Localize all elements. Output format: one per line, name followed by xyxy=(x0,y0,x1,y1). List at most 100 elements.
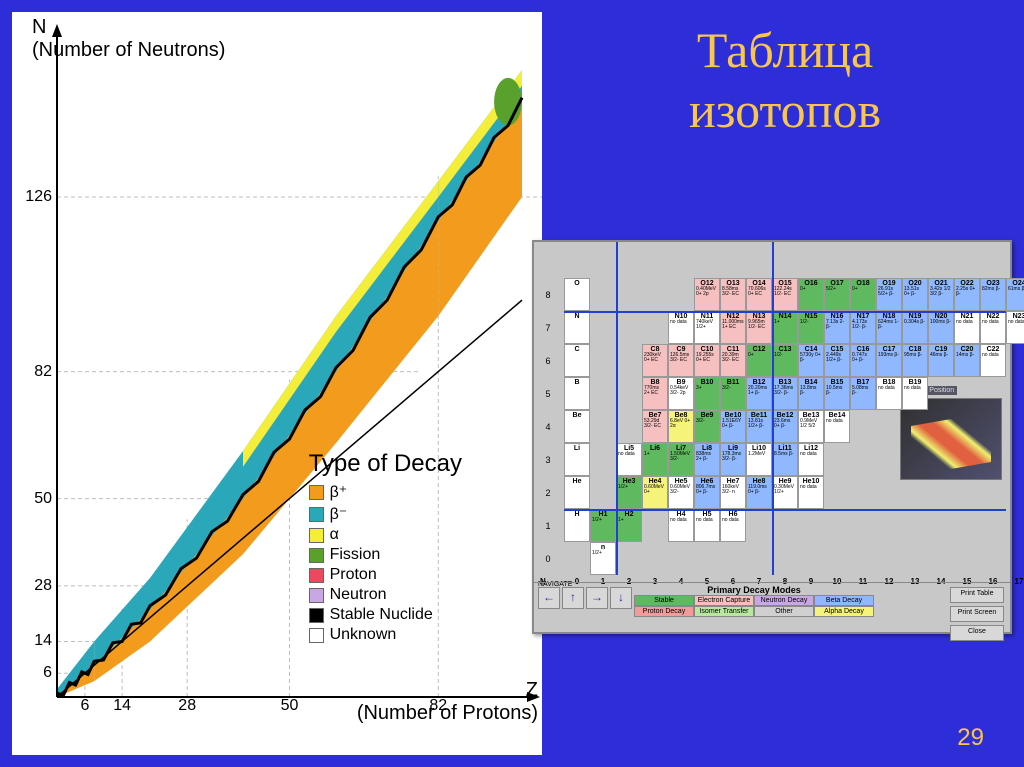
iso-cell[interactable]: H4no data xyxy=(668,509,694,542)
iso-cell[interactable]: N1211.000ms 1+ EC xyxy=(720,311,746,344)
nav-arrow-button[interactable]: ↑ xyxy=(562,587,584,609)
iso-cell[interactable]: H6no data xyxy=(720,509,746,542)
side-button[interactable]: Print Screen xyxy=(950,606,1004,622)
iso-cell[interactable]: O2461ms β- xyxy=(1006,278,1024,311)
iso-cell[interactable]: N141+ xyxy=(772,311,798,344)
iso-cell[interactable]: Li5no data xyxy=(616,443,642,476)
nav-arrow-button[interactable]: → xyxy=(586,587,608,609)
iso-cell[interactable]: C9126.5ms 3/2- EC xyxy=(668,344,694,377)
iso-cell[interactable]: Be xyxy=(564,410,590,443)
iso-cell[interactable]: C131/2- xyxy=(772,344,798,377)
iso-cell[interactable]: C152.449s 1/2+ β- xyxy=(824,344,850,377)
nav-arrow-button[interactable]: ← xyxy=(538,587,560,609)
iso-cell[interactable]: B1510.5ms β- xyxy=(824,377,850,410)
iso-cell[interactable]: B xyxy=(564,377,590,410)
iso-cell[interactable]: H21+ xyxy=(616,509,642,542)
iso-cell[interactable]: C120+ xyxy=(746,344,772,377)
side-button[interactable]: Close xyxy=(950,625,1004,641)
iso-cell[interactable]: Be86.8eV 0+ 2α xyxy=(668,410,694,443)
iso-cell[interactable]: N151/2- xyxy=(798,311,824,344)
iso-cell[interactable]: C1120.39m 3/2- EC xyxy=(720,344,746,377)
iso-cell[interactable]: N11740keV 1/2+ xyxy=(694,311,720,344)
minimap[interactable]: Current Position xyxy=(900,398,1002,480)
iso-cell[interactable]: Li xyxy=(564,443,590,476)
iso-cell[interactable]: C160.747s 0+ β- xyxy=(850,344,876,377)
iso-cell[interactable]: He50.60MeV 3/2- xyxy=(668,476,694,509)
iso-cell[interactable]: N167.13s 2- β- xyxy=(824,311,850,344)
iso-cell[interactable]: Be101.51E6Y 0+ β- xyxy=(720,410,746,443)
iso-cell[interactable]: C2014ms β- xyxy=(954,344,980,377)
iso-cell[interactable]: N23no data xyxy=(1006,311,1024,344)
iso-cell[interactable]: Li61+ xyxy=(642,443,668,476)
iso-cell[interactable]: C1895ms β- xyxy=(902,344,928,377)
iso-cell[interactable]: C8230keV 0+ EC xyxy=(642,344,668,377)
iso-cell[interactable]: O222.25s 0+ β- xyxy=(954,278,980,311)
iso-cell[interactable]: O15122.24s 1/2- EC xyxy=(772,278,798,311)
iso-cell[interactable]: C1019.255s 0+ EC xyxy=(694,344,720,377)
iso-cell[interactable]: C145730y 0+ β- xyxy=(798,344,824,377)
iso-cell[interactable]: N20100ms β- xyxy=(928,311,954,344)
iso-cell[interactable]: O1470.606s 0+ EC xyxy=(746,278,772,311)
iso-cell[interactable]: Be1113.81s 1/2+ β- xyxy=(746,410,772,443)
iso-cell[interactable]: O160+ xyxy=(798,278,824,311)
iso-cell[interactable]: Li101.2MeV xyxy=(746,443,772,476)
iso-cell[interactable]: B8770ms 2+ EC xyxy=(642,377,668,410)
iso-cell[interactable]: O2013.51s 0+ β- xyxy=(902,278,928,311)
iso-cell-data: 70.606s 0+ EC xyxy=(748,287,770,297)
iso-cell[interactable]: N22no data xyxy=(980,311,1006,344)
iso-cell[interactable]: H11/2+ xyxy=(590,509,616,542)
iso-cell[interactable]: N174.173s 1/2- β- xyxy=(850,311,876,344)
iso-cell[interactable]: B1317.36ms 3/2- β- xyxy=(772,377,798,410)
iso-cell[interactable]: C1946ms β- xyxy=(928,344,954,377)
iso-cell[interactable]: B19no data xyxy=(902,377,928,410)
iso-cell[interactable]: O xyxy=(564,278,590,311)
iso-cell[interactable]: Li12no data xyxy=(798,443,824,476)
iso-cell[interactable]: n1/2+ xyxy=(590,542,616,575)
iso-cell[interactable]: N139.965m 1/2- EC xyxy=(746,311,772,344)
iso-cell[interactable]: B103+ xyxy=(694,377,720,410)
iso-cell[interactable]: C17193ms β- xyxy=(876,344,902,377)
iso-cell[interactable]: He31/2+ xyxy=(616,476,642,509)
iso-cell[interactable]: B113/2- xyxy=(720,377,746,410)
iso-cell[interactable]: He xyxy=(564,476,590,509)
iso-cell[interactable]: He8119.0ms 0+ β- xyxy=(746,476,772,509)
iso-cell[interactable]: Be93/2- xyxy=(694,410,720,443)
iso-cell[interactable]: O180+ xyxy=(850,278,876,311)
iso-cell[interactable]: O213.42s 1/2 3/2 β- xyxy=(928,278,954,311)
iso-row-label: 0 xyxy=(538,554,558,564)
iso-cell[interactable]: N xyxy=(564,311,590,344)
iso-cell[interactable]: B1413.8ms β- xyxy=(798,377,824,410)
iso-cell[interactable]: He90.30MeV 1/2+ xyxy=(772,476,798,509)
iso-cell[interactable]: N190.304s β- xyxy=(902,311,928,344)
iso-cell[interactable]: O1926.91s 5/2+ β- xyxy=(876,278,902,311)
iso-cell[interactable]: B1220.20ms 1+ β- xyxy=(746,377,772,410)
iso-cell[interactable]: Be1223.6ms 0+ β- xyxy=(772,410,798,443)
iso-cell[interactable]: N10no data xyxy=(668,311,694,344)
iso-cell[interactable]: O138.58ms 3/2- EC xyxy=(720,278,746,311)
iso-cell[interactable]: H xyxy=(564,509,590,542)
iso-cell[interactable]: N18624ms 1- β- xyxy=(876,311,902,344)
iso-cell[interactable]: Li9178.3ms 3/2- β- xyxy=(720,443,746,476)
nav-arrow-button[interactable]: ↓ xyxy=(610,587,632,609)
iso-cell[interactable]: B18no data xyxy=(876,377,902,410)
iso-cell[interactable]: O2382ms β- xyxy=(980,278,1006,311)
iso-cell[interactable]: He10no data xyxy=(798,476,824,509)
iso-cell[interactable]: Li118.5ms β- xyxy=(772,443,798,476)
iso-cell[interactable]: C22no data xyxy=(980,344,1006,377)
iso-cell[interactable]: Be130.9MeV 1/2 5/2 xyxy=(798,410,824,443)
iso-cell[interactable]: B175.08ms β- xyxy=(850,377,876,410)
iso-cell[interactable]: B90.54keV 3/2- 2p xyxy=(668,377,694,410)
side-button[interactable]: Print Table xyxy=(950,587,1004,603)
iso-cell[interactable]: N21no data xyxy=(954,311,980,344)
iso-cell[interactable]: Li71.50MeV 3/2- xyxy=(668,443,694,476)
iso-cell[interactable]: H5no data xyxy=(694,509,720,542)
iso-cell[interactable]: Li8838ms 2+ β- xyxy=(694,443,720,476)
iso-cell[interactable]: He7160keV 3/2- n xyxy=(720,476,746,509)
iso-cell[interactable]: O120.40MeV 0+ 2p xyxy=(694,278,720,311)
iso-cell[interactable]: He40.60MeV 0+ xyxy=(642,476,668,509)
iso-cell[interactable]: C xyxy=(564,344,590,377)
iso-cell[interactable]: Be14no data xyxy=(824,410,850,443)
iso-cell[interactable]: He6806.7ms 0+ β- xyxy=(694,476,720,509)
iso-cell[interactable]: Be753.29d 3/2- EC xyxy=(642,410,668,443)
iso-cell[interactable]: O175/2+ xyxy=(824,278,850,311)
